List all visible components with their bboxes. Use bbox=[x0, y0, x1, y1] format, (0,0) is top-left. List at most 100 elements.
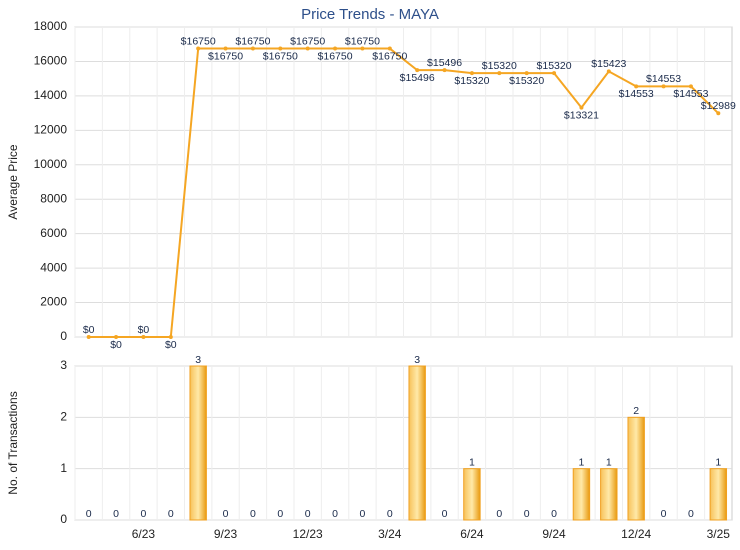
bar bbox=[408, 365, 426, 521]
y-tick-label: 16000 bbox=[34, 54, 68, 68]
y-tick-label: 6000 bbox=[40, 226, 67, 240]
point bbox=[333, 46, 338, 51]
point bbox=[114, 335, 119, 339]
point bbox=[552, 71, 557, 76]
data-label: $16750 bbox=[345, 35, 380, 47]
point bbox=[442, 68, 447, 73]
data-label: 0 bbox=[661, 508, 667, 520]
data-label: 1 bbox=[606, 456, 612, 468]
data-label: 0 bbox=[360, 508, 366, 520]
y-tick-label: 3 bbox=[60, 358, 67, 372]
chart-title: Price Trends - MAYA bbox=[301, 6, 439, 23]
point bbox=[661, 84, 666, 89]
data-label: 0 bbox=[250, 508, 256, 520]
x-tick-label: 12/23 bbox=[293, 527, 323, 541]
data-label: 0 bbox=[168, 508, 174, 520]
data-label: $13321 bbox=[564, 109, 599, 121]
y-tick-label: 10000 bbox=[34, 157, 68, 171]
data-label: $15496 bbox=[400, 72, 435, 84]
data-label: 0 bbox=[223, 508, 229, 520]
data-label: 1 bbox=[469, 456, 475, 468]
data-label: $15320 bbox=[509, 75, 544, 87]
data-label: 0 bbox=[387, 508, 393, 520]
bar bbox=[572, 468, 591, 521]
data-label: $16750 bbox=[372, 50, 407, 62]
point bbox=[250, 46, 255, 51]
point bbox=[716, 111, 721, 116]
data-label: $15423 bbox=[591, 58, 626, 70]
point bbox=[497, 71, 502, 76]
data-label: 0 bbox=[332, 508, 338, 520]
y-tick-label: 2 bbox=[60, 410, 67, 424]
point bbox=[278, 46, 283, 51]
x-tick-label: 3/24 bbox=[378, 527, 402, 541]
data-label: 0 bbox=[277, 508, 283, 520]
x-tick-label: 6/24 bbox=[460, 527, 484, 541]
point bbox=[387, 46, 392, 51]
data-label: $0 bbox=[110, 339, 122, 351]
bar bbox=[600, 468, 618, 521]
data-label: $16750 bbox=[290, 35, 325, 47]
x-tick-label: 9/23 bbox=[214, 527, 238, 541]
x-tick-label: 3/25 bbox=[707, 527, 731, 541]
data-label: 3 bbox=[414, 354, 420, 366]
data-label: $14553 bbox=[673, 88, 708, 100]
point bbox=[579, 105, 584, 110]
y-tick-label: 2000 bbox=[40, 295, 67, 309]
y-tick-label: 4000 bbox=[40, 260, 67, 274]
y-tick-label: 14000 bbox=[34, 88, 68, 102]
point bbox=[634, 84, 639, 89]
data-label: 0 bbox=[524, 508, 530, 520]
data-label: $0 bbox=[138, 324, 150, 336]
data-label: $16750 bbox=[318, 50, 353, 62]
data-label: $0 bbox=[83, 324, 95, 336]
data-label: 0 bbox=[305, 508, 311, 520]
data-label: $0 bbox=[165, 339, 177, 351]
bar bbox=[627, 416, 645, 521]
y-tick-label: 0 bbox=[60, 512, 67, 526]
bar bbox=[709, 468, 728, 521]
data-label: 0 bbox=[113, 508, 119, 520]
data-label: $16750 bbox=[181, 35, 216, 47]
data-label: $14553 bbox=[646, 73, 681, 85]
data-label: 1 bbox=[715, 456, 721, 468]
point bbox=[606, 69, 611, 74]
data-label: 0 bbox=[688, 508, 694, 520]
data-label: $15320 bbox=[482, 60, 517, 72]
data-label: 3 bbox=[195, 354, 201, 366]
data-label: 0 bbox=[86, 508, 92, 520]
bar bbox=[463, 468, 481, 521]
point bbox=[360, 46, 365, 51]
y-tick-label: 18000 bbox=[34, 19, 68, 33]
point bbox=[415, 68, 420, 73]
point bbox=[305, 46, 310, 51]
x-tick-label: 12/24 bbox=[621, 527, 651, 541]
y-tick-label: 0 bbox=[60, 329, 67, 343]
data-label: $15320 bbox=[537, 60, 572, 72]
data-label: 0 bbox=[442, 508, 448, 520]
data-label: $15320 bbox=[454, 75, 489, 87]
y-tick-label: 1 bbox=[60, 461, 67, 475]
y-tick-label: 12000 bbox=[34, 123, 68, 137]
y-axis-label: Average Price bbox=[6, 144, 20, 219]
point bbox=[524, 71, 529, 76]
point bbox=[688, 84, 693, 89]
y-axis-label: No. of Transactions bbox=[6, 391, 20, 494]
point bbox=[168, 335, 173, 339]
data-label: $14553 bbox=[619, 88, 654, 100]
data-label: 2 bbox=[633, 405, 639, 417]
data-label: $15496 bbox=[427, 57, 462, 69]
point bbox=[469, 71, 474, 76]
data-label: $16750 bbox=[263, 50, 298, 62]
x-tick-label: 6/23 bbox=[132, 527, 156, 541]
price-line bbox=[88, 47, 720, 338]
data-label: $16750 bbox=[208, 50, 243, 62]
data-label: $16750 bbox=[235, 35, 270, 47]
data-label: $12989 bbox=[701, 100, 736, 112]
data-label: 0 bbox=[141, 508, 147, 520]
point bbox=[196, 46, 201, 51]
point bbox=[223, 46, 228, 51]
y-tick-label: 8000 bbox=[40, 191, 67, 205]
data-label: 0 bbox=[551, 508, 557, 520]
